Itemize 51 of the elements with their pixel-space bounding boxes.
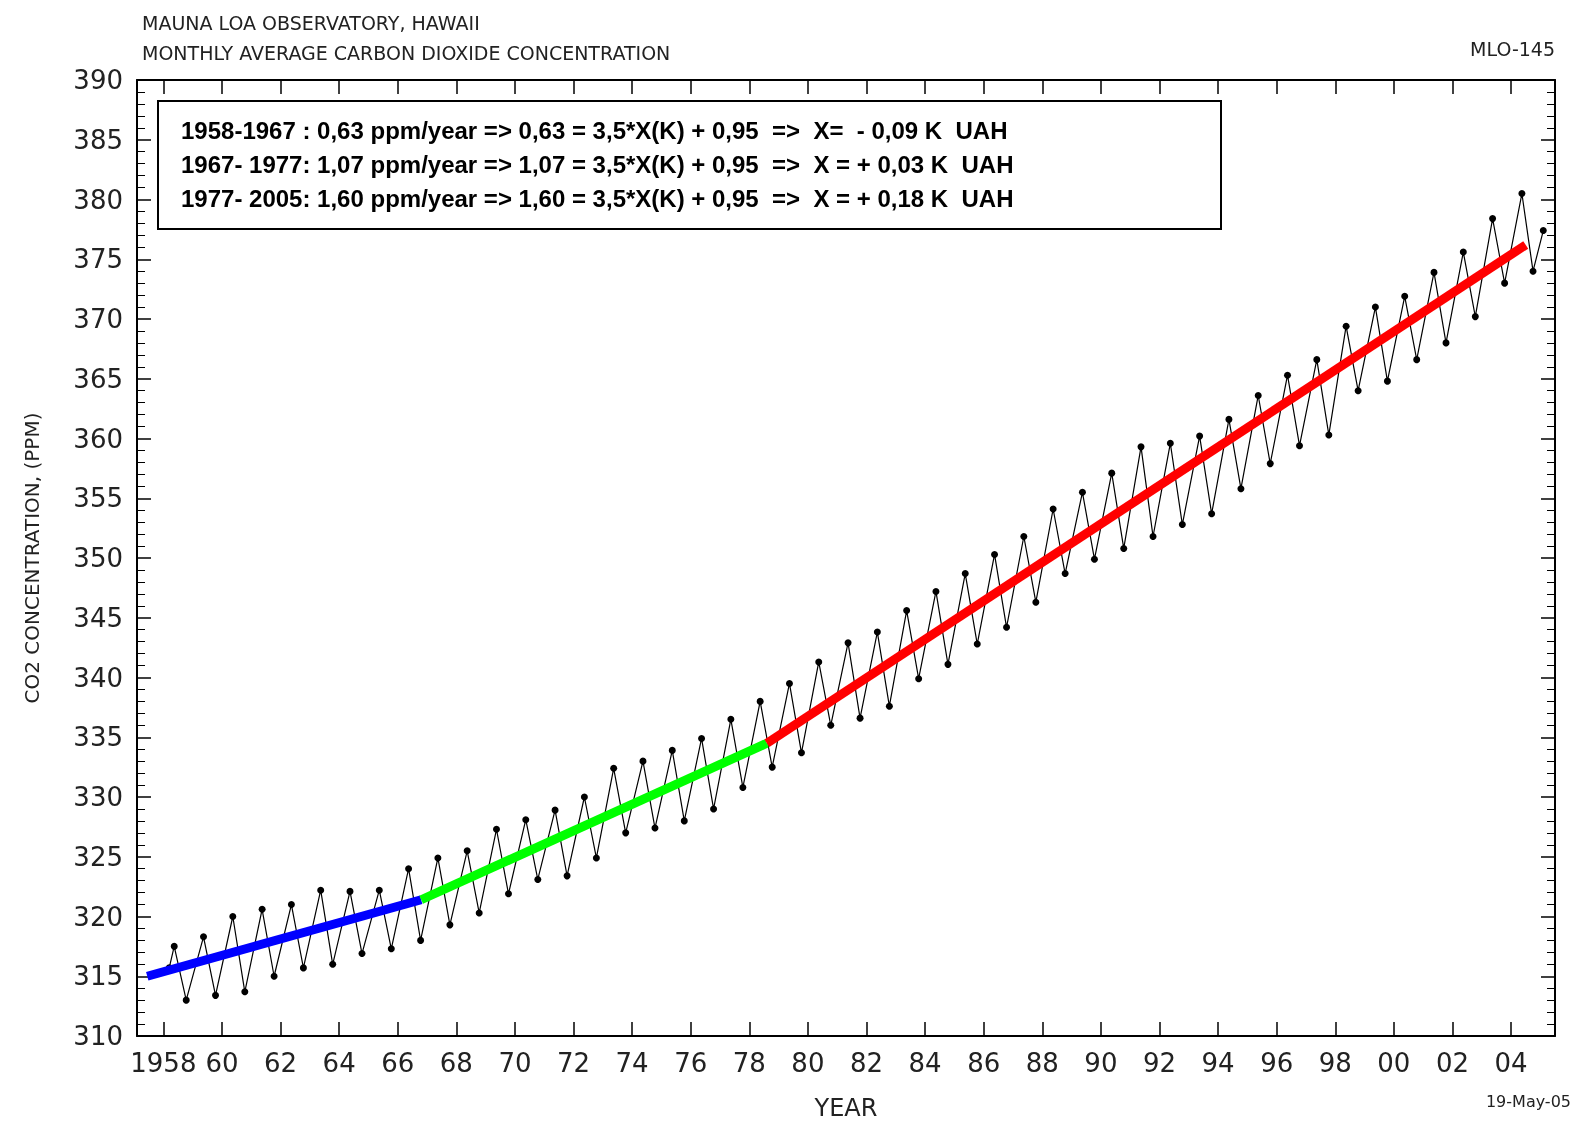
x-axis-title: YEAR — [813, 1094, 878, 1122]
y-tick-label: 360 — [73, 423, 123, 454]
annotation: 1958-1967 : 0,63 ppm/year => 0,63 = 3,5*X(K) + 0,95 => X= - 0,09 K UAH — [181, 116, 1009, 146]
x-tick-label: 82 — [849, 1048, 884, 1078]
y-tick-label: 345 — [73, 602, 123, 633]
chart-title: MAUNA LOA OBSERVATORY, HAWAII — [142, 11, 480, 34]
x-tick-label: 04 — [1494, 1048, 1528, 1078]
y-tick-label: 390 — [73, 65, 123, 95]
x-tick-label: 88 — [1025, 1048, 1059, 1078]
x-tick-label: 66 — [381, 1048, 415, 1078]
y-tick-label: 330 — [73, 782, 123, 812]
y-tick-label: 340 — [73, 662, 123, 693]
x-tick-label: 02 — [1435, 1048, 1470, 1078]
y-tick-label: 355 — [73, 483, 123, 514]
x-tick-label: 98 — [1318, 1048, 1352, 1078]
x-tick-label: 62 — [264, 1048, 298, 1078]
x-tick-label: 64 — [322, 1048, 356, 1078]
y-tick-label: 320 — [73, 901, 123, 932]
y-tick-label: 370 — [73, 304, 123, 334]
y-tick-label: 350 — [73, 543, 123, 573]
y-tick-label: 325 — [73, 841, 123, 872]
y-tick-label: 380 — [73, 184, 123, 215]
x-tick-label: 80 — [791, 1048, 825, 1078]
text-box: 1958-1967 : 0,63 ppm/year => 0,63 = 3,5*X(K) + 0,95 => X= - 0,09 K UAH 1967- 1977: 1,07 ppm/year => 1,07 = 3,5*X(K) + 0,95 => X = + 0,03 K UAH 1977- 2005: 1,60 ppm/year => 1,60 = 3,5*X(K) + 0,95 => X = + 0,18 K UAH — [157, 100, 1222, 230]
y-tick-label: 375 — [73, 244, 123, 275]
x-tick-label: 90 — [1084, 1048, 1118, 1078]
x-tick-label: 84 — [908, 1048, 942, 1078]
y-tick-label: 365 — [73, 363, 123, 394]
annotation: 1967- 1977: 1,07 ppm/year => 1,07 = 3,5*X(K) + 0,95 => X = + 0,03 K UAH — [181, 150, 1015, 180]
y-tick-label: 385 — [73, 124, 123, 155]
x-tick-label: 74 — [615, 1048, 649, 1078]
x-tick-label: 78 — [732, 1048, 766, 1078]
x-tick-label: 92 — [1142, 1048, 1177, 1078]
y-axis-title: CO2 CONCENTRATION, (PPM) — [20, 412, 44, 704]
y-tick-label: 310 — [73, 1021, 123, 1051]
x-tick-label: 72 — [556, 1048, 591, 1078]
text: 19-May-05 — [1485, 1092, 1571, 1111]
y-tick-label: 335 — [73, 722, 123, 753]
y-tick-label: 315 — [73, 961, 123, 992]
x-tick-label: 76 — [674, 1048, 708, 1078]
x-tick-label: 94 — [1201, 1048, 1235, 1078]
annotation: 1977- 2005: 1,60 ppm/year => 1,60 = 3,5*X(K) + 0,95 => X = + 0,18 K UAH — [181, 184, 1015, 214]
x-tick-label: 00 — [1377, 1048, 1411, 1078]
x-tick-label: 1958 — [130, 1048, 197, 1078]
x-tick-label: 68 — [439, 1048, 473, 1078]
x-tick-label: 96 — [1260, 1048, 1294, 1078]
x-tick-label: 86 — [967, 1048, 1001, 1078]
x-tick-label: 60 — [205, 1048, 239, 1078]
text: MLO-145 — [1470, 38, 1555, 60]
x-tick-label: 70 — [498, 1048, 532, 1078]
chart-subtitle: MONTHLY AVERAGE CARBON DIOXIDE CONCENTRATION — [142, 41, 671, 64]
